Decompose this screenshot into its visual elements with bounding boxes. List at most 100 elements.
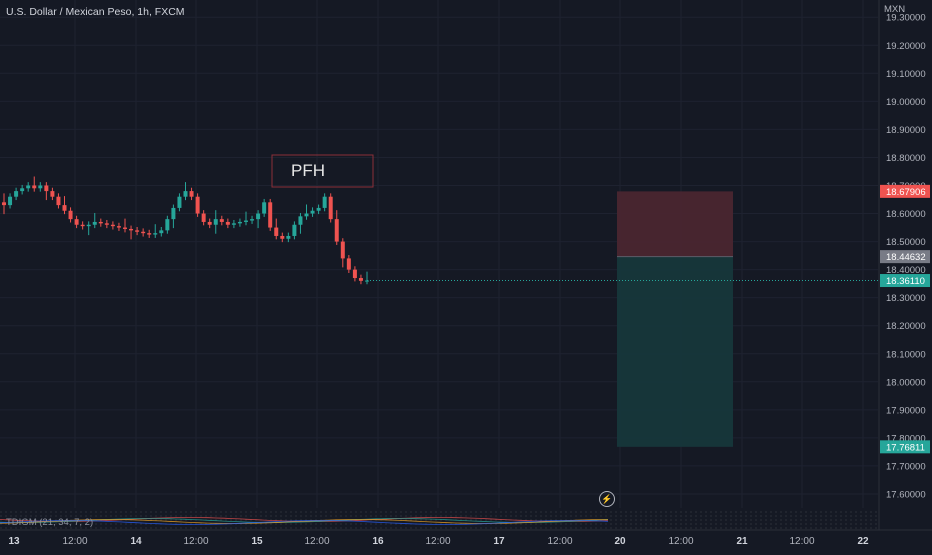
y-tick-label: 19.00000 xyxy=(886,97,926,108)
candle-body xyxy=(225,221,230,225)
candle-body xyxy=(340,241,345,259)
candle-body xyxy=(177,196,182,208)
candle-body xyxy=(104,223,109,225)
candle-body xyxy=(50,191,55,197)
candle-body xyxy=(219,219,224,222)
x-tick-label: 12:00 xyxy=(183,536,208,547)
y-tick-label: 18.90000 xyxy=(886,125,926,136)
last-price-tag: 18.36110 xyxy=(886,276,925,287)
x-tick-label: 16 xyxy=(372,536,384,547)
y-tick-label: 18.50000 xyxy=(886,237,926,248)
x-tick-label: 17 xyxy=(493,536,505,547)
target-price-tag-bg xyxy=(880,440,930,454)
candle-body xyxy=(20,188,25,192)
candle-body xyxy=(135,230,140,232)
take-profit-zone xyxy=(617,256,733,447)
x-tick-label: 14 xyxy=(130,536,142,547)
y-tick-label: 17.80000 xyxy=(886,433,926,444)
y-tick-label: 18.80000 xyxy=(886,153,926,164)
annotation-box xyxy=(271,154,374,188)
candle-body xyxy=(280,235,285,239)
last-price-tag-bg xyxy=(880,274,930,288)
annotation-text: PFH xyxy=(291,161,325,180)
candle-body xyxy=(98,221,103,224)
x-tick-label: 13 xyxy=(8,536,20,547)
candle-body xyxy=(298,216,303,225)
stop-price-tag: 18.67906 xyxy=(886,187,926,198)
stop-loss-zone xyxy=(617,191,733,257)
symbol-title[interactable]: U.S. Dollar / Mexican Peso, 1h, FXCM xyxy=(6,6,185,18)
candle-body xyxy=(153,233,158,235)
x-tick-label: 12:00 xyxy=(62,536,87,547)
candle-body xyxy=(26,185,31,189)
entry-price-tag: 18.44632 xyxy=(886,252,926,263)
y-tick-label: 18.20000 xyxy=(886,321,926,332)
candle-body xyxy=(189,191,194,197)
x-tick-label: 20 xyxy=(614,536,626,547)
candle-body xyxy=(147,233,152,235)
candle-body xyxy=(38,185,43,189)
candle-body xyxy=(334,219,339,242)
y-tick-label: 17.90000 xyxy=(886,405,926,416)
y-tick-label: 19.10000 xyxy=(886,69,926,80)
candle-body xyxy=(274,227,279,236)
candle-body xyxy=(352,269,357,279)
candle-body xyxy=(141,231,146,234)
candle-body xyxy=(74,219,79,225)
currency-label: MXN xyxy=(884,4,905,15)
candle-body xyxy=(262,202,267,214)
x-tick-label: 12:00 xyxy=(304,536,329,547)
candle-body xyxy=(129,228,134,231)
y-tick-label: 18.60000 xyxy=(886,209,926,220)
candle-body xyxy=(365,280,369,282)
y-tick-label: 19.20000 xyxy=(886,41,926,52)
candle-body xyxy=(250,219,255,221)
candle-body xyxy=(32,185,37,189)
candle-body xyxy=(231,223,236,225)
candle-body xyxy=(2,202,6,206)
x-tick-label: 12:00 xyxy=(425,536,450,547)
indicator-label[interactable]: TDIGM (21, 34, 7, 2) xyxy=(6,517,94,528)
target-price-tag: 17.76811 xyxy=(886,442,925,453)
candle-body xyxy=(213,219,218,225)
candle-body xyxy=(207,221,212,225)
y-tick-label: 18.10000 xyxy=(886,349,926,360)
x-tick-label: 12:00 xyxy=(668,536,693,547)
candle-body xyxy=(304,213,309,217)
x-tick-label: 12:00 xyxy=(789,536,814,547)
x-tick-label: 15 xyxy=(251,536,263,547)
y-tick-label: 17.70000 xyxy=(886,461,926,472)
candle-body xyxy=(256,213,261,220)
candle-body xyxy=(56,196,61,206)
candle-body xyxy=(322,196,327,208)
candle-body xyxy=(244,220,248,222)
candle-body xyxy=(8,196,13,206)
candle-body xyxy=(358,278,363,281)
candle-body xyxy=(201,213,206,222)
lightning-icon[interactable]: ⚡ xyxy=(599,491,615,507)
candle-body xyxy=(44,185,49,192)
candle-body xyxy=(328,196,333,220)
indicator-line xyxy=(0,520,609,525)
y-tick-label: 18.40000 xyxy=(886,265,926,276)
entry-price-tag-bg xyxy=(880,250,930,264)
candle-body xyxy=(116,226,121,228)
candle-body xyxy=(171,207,176,220)
candle-body xyxy=(195,196,200,214)
candle-body xyxy=(123,227,127,229)
candle-body xyxy=(292,224,297,236)
candle-body xyxy=(316,207,321,211)
candle-body xyxy=(62,205,67,211)
indicator-line xyxy=(0,519,609,524)
y-tick-label: 18.00000 xyxy=(886,377,926,388)
stop-price-tag-bg xyxy=(880,184,930,198)
candle-body xyxy=(68,210,73,220)
candle-body xyxy=(14,191,19,197)
candle-body xyxy=(86,224,91,227)
y-tick-label: 18.30000 xyxy=(886,293,926,304)
candle-body xyxy=(165,219,170,231)
x-tick-label: 12:00 xyxy=(547,536,572,547)
candle-body xyxy=(237,221,242,224)
